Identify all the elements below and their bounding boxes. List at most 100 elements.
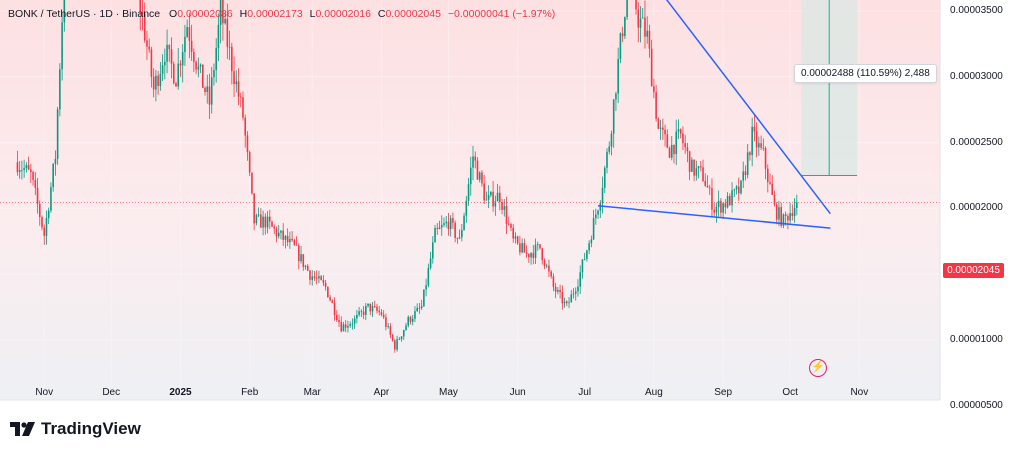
- candle-body: [179, 63, 182, 66]
- candle-body: [566, 301, 568, 304]
- candle-body: [21, 170, 23, 171]
- candle-body: [311, 276, 314, 280]
- candle-body: [717, 200, 720, 208]
- time-tick-label: Jun: [509, 387, 526, 398]
- candle-body: [175, 83, 177, 87]
- candle-body: [298, 245, 300, 262]
- candle-body: [708, 187, 711, 189]
- candle-body: [262, 216, 264, 228]
- candle-body: [516, 236, 519, 244]
- candle-body: [715, 207, 718, 213]
- candle-body: [485, 199, 488, 201]
- candle-body: [416, 307, 418, 312]
- candle-body: [675, 131, 678, 155]
- candle-body: [601, 187, 604, 204]
- candle-body: [574, 291, 577, 294]
- time-tick-label: Aug: [644, 387, 663, 398]
- candle-body: [581, 259, 584, 273]
- candle-body: [474, 156, 477, 161]
- candle-body: [45, 218, 48, 236]
- lightning-icon[interactable]: ⚡: [809, 359, 827, 377]
- candle-body: [244, 117, 247, 136]
- candle-body: [706, 185, 709, 188]
- candle-body: [619, 33, 622, 59]
- tradingview-logo-icon: [10, 422, 35, 436]
- candle-body: [737, 186, 740, 194]
- candle-body: [349, 324, 351, 326]
- candle-body: [677, 129, 680, 132]
- candle-body: [425, 285, 427, 290]
- candle-body: [315, 277, 318, 279]
- candle-body: [641, 17, 644, 19]
- candle-body: [302, 254, 305, 267]
- low-value: 0.00002016: [315, 8, 371, 20]
- candle-body: [351, 323, 354, 325]
- candle-body: [599, 203, 602, 211]
- candle-body: [146, 40, 148, 47]
- grid-lines: [0, 0, 940, 406]
- candle-body: [380, 312, 383, 315]
- symbol-info[interactable]: BONK / TetherUS · 1D · Binance: [8, 8, 161, 20]
- candle-body: [735, 186, 738, 190]
- candle-body: [266, 216, 269, 228]
- candle-body: [514, 236, 517, 239]
- candle-body: [362, 311, 365, 315]
- ohlc-legend: BONK / TetherUS · 1D · Binance O0.000020…: [8, 8, 555, 20]
- candle-body: [329, 297, 331, 301]
- candlestick-series[interactable]: [16, 0, 798, 353]
- candle-body: [771, 183, 774, 195]
- candle-body: [796, 202, 798, 208]
- candle-body: [501, 201, 503, 210]
- candle-body: [248, 152, 251, 173]
- candle-body: [490, 191, 492, 196]
- candle-body: [751, 126, 753, 156]
- candle-body: [789, 213, 791, 221]
- candle-body: [552, 276, 555, 287]
- close-value: 0.00002045: [385, 8, 441, 20]
- candle-body: [655, 92, 657, 119]
- candle-body: [228, 46, 231, 48]
- candle-body: [150, 49, 153, 77]
- candle-body: [548, 265, 550, 272]
- candle-body: [635, 0, 637, 10]
- candle-body: [155, 75, 157, 90]
- candle-body: [720, 200, 722, 213]
- candle-body: [32, 172, 34, 180]
- candle-body: [420, 306, 423, 309]
- candle-body: [612, 99, 615, 134]
- candle-body: [391, 334, 394, 341]
- candle-body: [764, 148, 767, 169]
- candle-body: [467, 184, 470, 201]
- candle-body: [300, 254, 302, 262]
- candle-body: [353, 318, 356, 324]
- candle-body: [478, 172, 481, 180]
- candle-body: [684, 143, 686, 148]
- candle-body: [304, 265, 307, 267]
- candle-body: [246, 135, 249, 153]
- candle-body: [731, 190, 733, 206]
- candle-body: [494, 201, 497, 207]
- candle-body: [208, 86, 211, 105]
- candle-body: [510, 224, 512, 228]
- candle-body: [201, 64, 204, 88]
- candle-body: [418, 307, 421, 309]
- candle-body: [775, 204, 778, 220]
- candle-body: [342, 324, 345, 332]
- candle-body: [550, 271, 552, 277]
- candle-body: [52, 163, 54, 188]
- candle-body: [530, 253, 532, 258]
- candle-body: [34, 179, 37, 188]
- candle-body: [373, 306, 376, 307]
- candle-body: [443, 223, 445, 225]
- candle-body: [264, 216, 267, 228]
- tradingview-branding[interactable]: TradingView: [10, 418, 141, 440]
- candle-body: [27, 165, 30, 170]
- candle-body: [722, 203, 724, 213]
- candle-body: [369, 303, 372, 312]
- wedge-trendlines[interactable]: [597, 0, 831, 229]
- candle-body: [284, 235, 287, 240]
- candle-body: [749, 152, 751, 156]
- price-range-measure[interactable]: [801, 0, 858, 176]
- candle-body: [724, 203, 727, 208]
